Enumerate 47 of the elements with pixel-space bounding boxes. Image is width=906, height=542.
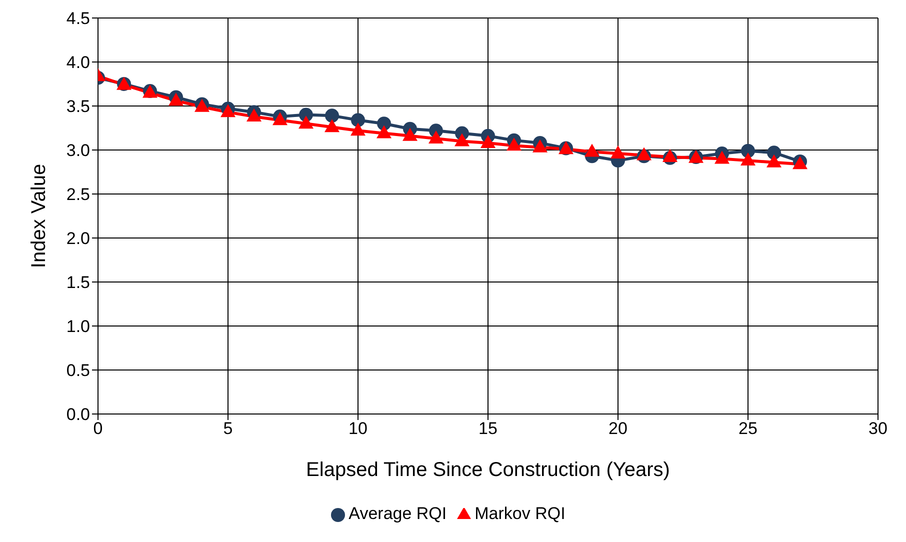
point [377, 116, 391, 131]
point [636, 147, 652, 160]
point [325, 108, 339, 123]
point [351, 113, 365, 128]
y-tick-label: 3.0 [66, 141, 90, 160]
point [350, 122, 366, 136]
y-tick-label: 2.5 [66, 185, 90, 204]
legend-label: Markov RQI [474, 504, 566, 523]
y-tick-label: 1.0 [66, 317, 90, 336]
legend-label: Average RQI [348, 504, 447, 523]
point [610, 146, 626, 159]
point [402, 128, 418, 141]
point [272, 112, 288, 126]
point [246, 108, 262, 122]
point [454, 133, 470, 146]
x-axis-title: Elapsed Time Since Construction (Years) [306, 459, 670, 481]
point [506, 138, 522, 151]
y-tick-label: 4.5 [66, 9, 90, 28]
point [740, 152, 756, 166]
y-tick-label: 1.5 [66, 273, 90, 292]
point [714, 150, 730, 164]
y-tick-label: 0.0 [66, 405, 90, 424]
x-tick-label: 30 [868, 419, 888, 438]
point [168, 92, 184, 106]
point [376, 125, 392, 138]
x-tick-label: 25 [738, 419, 758, 438]
point [298, 116, 314, 129]
x-tick-label: 20 [608, 419, 628, 438]
y-tick-label: 3.5 [66, 97, 90, 116]
point [532, 139, 548, 152]
y-tick-label: 4.0 [66, 53, 90, 72]
y-tick-label: 0.5 [66, 361, 90, 380]
point [584, 144, 600, 157]
y-tick-label: 2.0 [66, 229, 90, 248]
point [662, 149, 678, 162]
point [220, 104, 236, 118]
point [324, 119, 340, 132]
x-tick-label: 10 [348, 419, 368, 438]
point [741, 144, 755, 158]
point [767, 146, 781, 160]
point [480, 134, 496, 148]
x-tick-label: 15 [478, 419, 498, 438]
x-tick-label: 0 [93, 419, 103, 438]
y-axis-title: Index Value [28, 164, 50, 268]
x-tick-label: 5 [223, 419, 233, 438]
point [428, 130, 444, 144]
point [766, 154, 782, 168]
